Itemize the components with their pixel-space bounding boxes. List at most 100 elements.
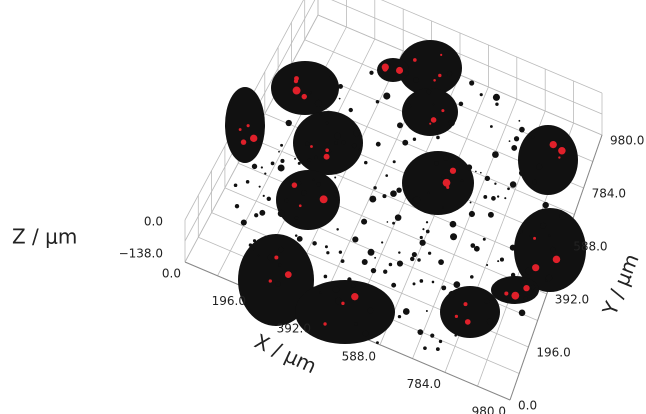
pore bbox=[373, 186, 376, 189]
particle bbox=[402, 151, 474, 215]
pore bbox=[420, 279, 424, 283]
pore bbox=[334, 133, 341, 140]
red-inclusion bbox=[429, 123, 431, 125]
pore bbox=[271, 162, 275, 166]
pore bbox=[264, 173, 266, 175]
pore bbox=[542, 202, 548, 208]
pore bbox=[280, 159, 284, 163]
pore bbox=[492, 151, 499, 158]
pore bbox=[312, 241, 317, 246]
x-tick-label: 196.0 bbox=[212, 294, 246, 308]
pore bbox=[307, 158, 311, 162]
red-inclusion bbox=[413, 58, 417, 62]
pore bbox=[398, 315, 401, 318]
y-axis-label: Y / μm bbox=[597, 250, 644, 319]
red-inclusion bbox=[523, 285, 529, 291]
pore bbox=[487, 319, 493, 325]
pore bbox=[369, 196, 376, 203]
red-inclusion bbox=[310, 145, 313, 148]
red-inclusion bbox=[247, 124, 250, 127]
pore bbox=[334, 192, 339, 197]
pore bbox=[341, 259, 345, 263]
pore bbox=[341, 140, 345, 144]
pore bbox=[402, 140, 408, 146]
pore bbox=[284, 199, 288, 203]
pore bbox=[427, 192, 429, 194]
pore bbox=[362, 259, 368, 265]
pore bbox=[497, 260, 499, 262]
pore bbox=[524, 296, 528, 300]
pore bbox=[484, 298, 490, 304]
y-tick-label: 980.0 bbox=[610, 134, 644, 148]
pore bbox=[514, 136, 519, 141]
pore bbox=[381, 241, 383, 243]
red-inclusion bbox=[320, 195, 328, 203]
red-inclusion bbox=[323, 322, 326, 325]
pore bbox=[426, 230, 430, 234]
pore bbox=[419, 240, 425, 246]
pore bbox=[509, 140, 511, 142]
pore bbox=[466, 164, 472, 170]
red-inclusion bbox=[504, 291, 508, 295]
pore bbox=[278, 263, 281, 266]
pore bbox=[403, 70, 409, 76]
pore bbox=[531, 136, 534, 139]
red-inclusion bbox=[558, 156, 560, 158]
pore bbox=[385, 174, 388, 177]
pore bbox=[519, 310, 526, 317]
pore bbox=[324, 275, 328, 279]
red-inclusion bbox=[351, 293, 358, 300]
pore bbox=[267, 197, 271, 201]
pore bbox=[249, 243, 252, 246]
pore bbox=[420, 236, 423, 239]
pore bbox=[334, 177, 336, 179]
particle bbox=[225, 87, 265, 163]
particles bbox=[225, 40, 586, 351]
pore bbox=[519, 230, 522, 233]
pore bbox=[491, 196, 496, 201]
pore bbox=[495, 103, 498, 106]
pore bbox=[510, 181, 516, 187]
pore bbox=[443, 156, 448, 161]
pore bbox=[297, 181, 302, 186]
pore bbox=[392, 222, 395, 225]
pore bbox=[295, 234, 298, 237]
red-inclusion bbox=[465, 319, 471, 325]
particle bbox=[271, 61, 339, 115]
pore bbox=[413, 197, 420, 204]
pore bbox=[305, 142, 309, 146]
pore bbox=[397, 122, 403, 128]
pore bbox=[353, 130, 360, 137]
pore bbox=[351, 284, 355, 288]
pore bbox=[319, 292, 321, 294]
pore bbox=[428, 252, 431, 255]
pore bbox=[531, 285, 535, 289]
pore bbox=[326, 121, 329, 124]
pore bbox=[432, 103, 434, 105]
red-inclusion bbox=[341, 302, 344, 305]
pore bbox=[397, 260, 403, 266]
pore bbox=[493, 94, 500, 101]
pore bbox=[354, 322, 358, 326]
pore bbox=[546, 275, 552, 281]
pore bbox=[480, 172, 482, 174]
red-inclusion bbox=[443, 179, 451, 187]
pore bbox=[335, 298, 342, 305]
red-inclusion bbox=[532, 264, 539, 271]
particle bbox=[293, 111, 363, 175]
red-inclusion bbox=[550, 141, 557, 148]
red-inclusion bbox=[553, 256, 560, 263]
red-inclusion bbox=[558, 147, 565, 154]
red-inclusion bbox=[446, 186, 449, 189]
x-tick-label: 392.0 bbox=[277, 322, 311, 336]
pore bbox=[374, 257, 376, 259]
pore bbox=[315, 100, 322, 107]
pore bbox=[352, 143, 357, 148]
pore bbox=[267, 255, 273, 261]
pore bbox=[488, 212, 494, 218]
z-axis-label: Z / μm bbox=[12, 225, 77, 249]
pore bbox=[436, 347, 440, 351]
pore bbox=[483, 238, 486, 241]
pore bbox=[426, 221, 428, 223]
pore bbox=[507, 187, 510, 190]
